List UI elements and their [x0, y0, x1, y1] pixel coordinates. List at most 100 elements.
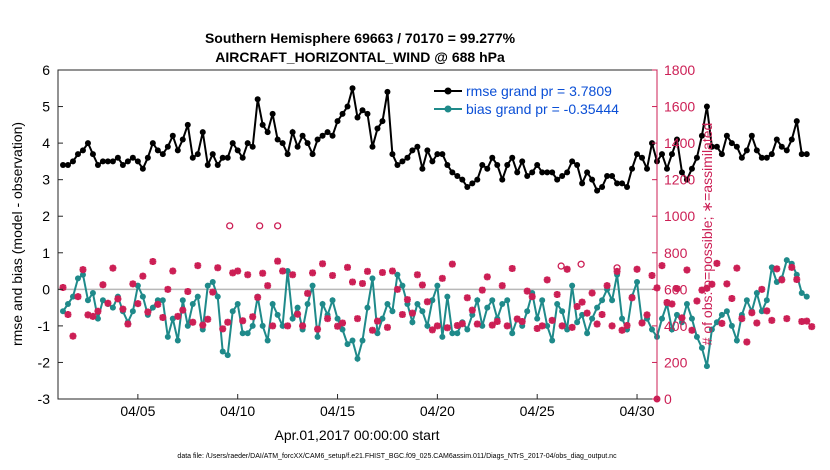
rmse-point	[449, 169, 456, 176]
bias-point	[703, 363, 710, 370]
bias-point	[589, 315, 596, 322]
obs-assimilated-point	[533, 324, 541, 332]
bias-point	[454, 330, 461, 337]
rmse-point	[464, 183, 471, 190]
rmse-point	[354, 114, 361, 121]
rmse-point	[519, 158, 526, 165]
bias-point	[693, 333, 700, 340]
bias-point	[439, 333, 446, 340]
bias-point	[658, 315, 665, 322]
rmse-point	[364, 110, 371, 117]
bias-point	[758, 308, 765, 315]
rmse-point	[169, 132, 176, 139]
rmse-point	[609, 173, 616, 180]
legend-rmse-marker	[444, 87, 452, 95]
obs-assimilated-point	[683, 266, 691, 274]
obs-assimilated-point	[279, 267, 287, 275]
bias-point	[449, 330, 456, 337]
obs-assimilated-point	[349, 278, 357, 286]
obs-assimilated-point	[169, 267, 177, 275]
obs-assimilated-point	[114, 295, 122, 303]
obs-assimilated-point	[354, 315, 361, 323]
obs-assimilated-point	[658, 262, 666, 270]
bias-point	[444, 293, 451, 300]
bias-point	[214, 293, 221, 300]
legend-bias-marker	[444, 105, 452, 113]
obs-assimilated-point	[803, 317, 811, 325]
obs-possible-point	[613, 264, 621, 272]
obs-assimilated-point	[84, 311, 92, 319]
bias-point	[394, 271, 401, 278]
rmse-point	[159, 151, 166, 158]
obs-assimilated-point	[438, 274, 446, 282]
rmse-point	[733, 143, 740, 150]
bias-point	[234, 300, 241, 307]
bias-point	[294, 304, 301, 311]
obs-assimilated-point	[289, 271, 297, 279]
bias-point	[284, 268, 291, 275]
obs-assimilated-point	[428, 326, 436, 334]
bias-point	[728, 322, 735, 329]
bias-point	[269, 300, 276, 307]
bias-point	[688, 315, 695, 322]
rmse-point	[109, 158, 116, 165]
rmse-point	[803, 151, 810, 158]
obs-assimilated-point	[69, 332, 77, 340]
y-axis-right-label: # of obs: o=possible; ∗=assimilated	[699, 123, 715, 346]
bias-point	[209, 279, 216, 286]
y-left-tick-label: 4	[42, 135, 50, 151]
rmse-point	[324, 129, 331, 136]
obs-assimilated-point	[224, 318, 232, 326]
rmse-point	[144, 154, 151, 161]
bias-point	[149, 304, 156, 311]
y-left-tick-label: -3	[38, 391, 51, 407]
bias-point	[464, 326, 471, 333]
bias-point	[783, 257, 790, 264]
rmse-point	[184, 121, 191, 128]
obs-count-series	[59, 222, 816, 403]
rmse-point	[529, 169, 536, 176]
bias-point	[69, 293, 76, 300]
bias-point	[803, 293, 810, 300]
obs-assimilated-point	[548, 316, 556, 324]
obs-assimilated-point	[713, 259, 721, 267]
bias-point	[544, 322, 551, 329]
obs-assimilated-point	[174, 312, 182, 320]
bias-point	[569, 282, 576, 289]
obs-assimilated-point	[663, 298, 671, 306]
rmse-point	[758, 154, 765, 161]
obs-assimilated-point	[144, 308, 152, 316]
obs-assimilated-point	[468, 306, 476, 314]
rmse-point	[429, 158, 436, 165]
x-tick-label: 04/30	[620, 403, 655, 419]
obs-assimilated-point	[623, 322, 631, 330]
rmse-point	[544, 169, 551, 176]
bias-point	[229, 308, 236, 315]
bias-point	[793, 271, 800, 278]
rmse-point	[269, 110, 276, 117]
rmse-point	[129, 154, 136, 161]
obs-assimilated-point	[239, 317, 247, 325]
rmse-point	[469, 180, 476, 187]
rmse-point	[484, 165, 491, 172]
obs-assimilated-point	[194, 262, 202, 270]
bias-point	[219, 348, 226, 355]
rmse-point	[349, 85, 356, 92]
bias-point	[743, 297, 750, 304]
obs-assimilated-point	[314, 325, 322, 333]
obs-assimilated-point	[79, 266, 87, 274]
y-right-tick-label: 0	[664, 391, 672, 407]
obs-assimilated-point	[339, 319, 347, 327]
bias-point	[474, 297, 481, 304]
y-right-tick-label: 1000	[664, 208, 695, 224]
rmse-point	[639, 154, 646, 161]
rmse-point	[384, 88, 391, 95]
rmse-point	[798, 151, 805, 158]
rmse-point	[708, 143, 715, 150]
obs-assimilated-point	[368, 326, 376, 334]
rmse-point	[64, 162, 71, 169]
obs-assimilated-point	[269, 322, 277, 330]
rmse-point	[559, 173, 566, 180]
rmse-point	[624, 183, 631, 190]
